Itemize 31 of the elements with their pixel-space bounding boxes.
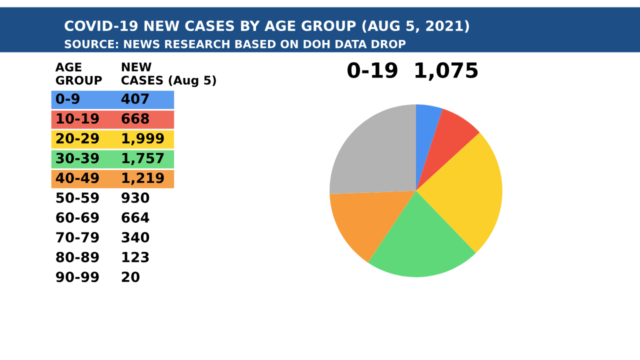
- category-label: 20-29: [56, 133, 99, 144]
- text: 0-19 1,075: [348, 62, 478, 81]
- category-label: 50-59: [56, 192, 99, 203]
- category-label: 70-79: [56, 232, 99, 243]
- category-label: 80-89: [56, 252, 99, 262]
- data-label: 664: [122, 212, 150, 223]
- data-label: 1,999: [122, 133, 164, 146]
- data-label: 123: [122, 252, 149, 262]
- pie-slice: [416, 108, 480, 191]
- data-label: 930: [122, 192, 150, 203]
- category-label: 40-49: [56, 172, 99, 184]
- data-label: 1,219: [122, 172, 164, 185]
- data-label: 1,757: [122, 153, 164, 166]
- text: NEW CASES (Aug 5): [121, 62, 216, 88]
- category-label: 90-99: [56, 272, 99, 282]
- pie-slice: [330, 104, 416, 194]
- category-label: 30-39: [56, 152, 99, 164]
- data-label: 407: [121, 93, 149, 104]
- pie-slice: [416, 132, 502, 254]
- data-label: 340: [122, 232, 150, 243]
- text: AGE GROUP: [55, 62, 102, 85]
- pie-slice: [416, 104, 443, 191]
- pie-slice: [368, 190, 476, 278]
- category-label: 0-9: [56, 93, 80, 104]
- category-label: 10-19: [56, 113, 99, 124]
- category-label: 60-69: [56, 212, 99, 223]
- pie-slice: [330, 190, 416, 263]
- text: COVID-19 NEW CASES BY AGE GROUP (AUG 5, 2021): [64, 20, 469, 33]
- data-label: 20: [122, 272, 140, 282]
- data-label: 668: [122, 113, 149, 124]
- text: SOURCE: NEWS RESEARCH BASED ON DOH DATA DROP: [64, 40, 406, 48]
